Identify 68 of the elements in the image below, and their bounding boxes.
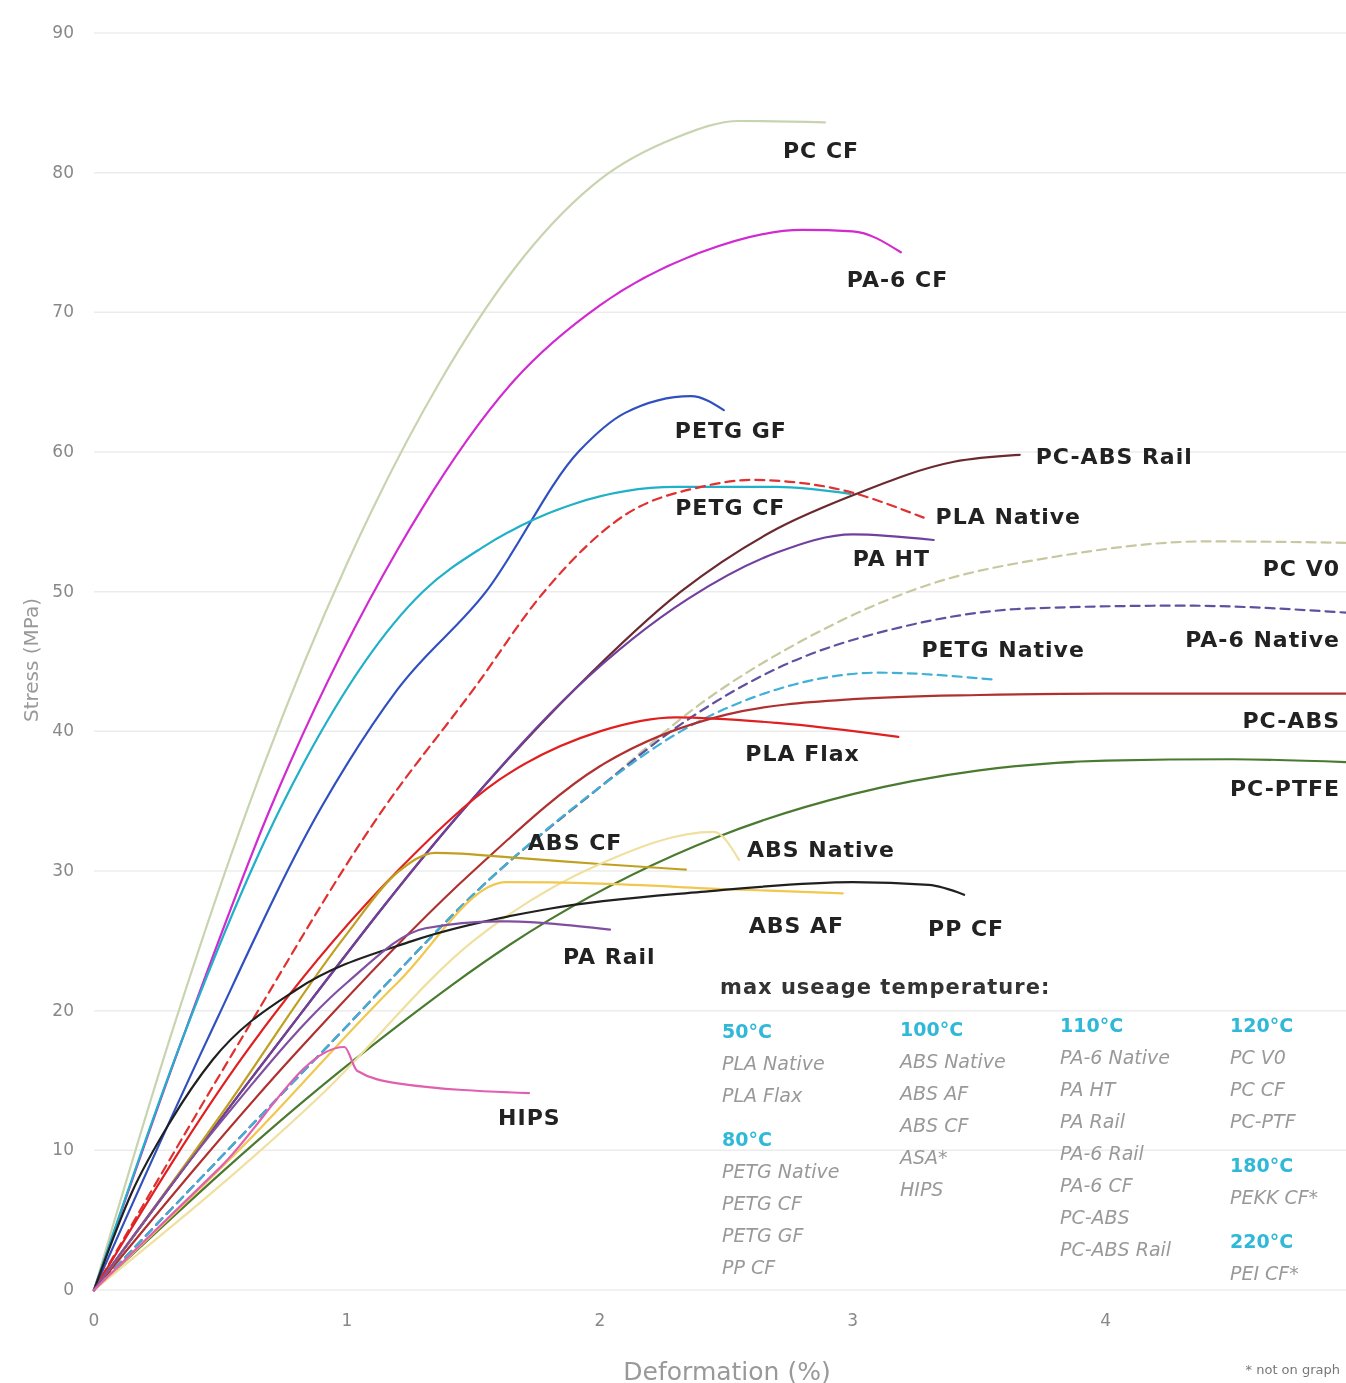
y-tick-label: 80: [52, 161, 74, 182]
annotation: PA-6 Native: [1060, 1045, 1171, 1068]
series-label: PC-PTFE: [1229, 776, 1340, 802]
annotation: PETG CF: [722, 1191, 804, 1214]
series-label: ABS CF: [527, 829, 623, 855]
y-tick-label: 60: [52, 441, 74, 461]
annotation: PC-PTF: [1230, 1109, 1297, 1132]
x-tick-label: 3: [847, 1310, 859, 1330]
series-label: PETG CF: [675, 494, 786, 520]
annotation: PLA Native: [722, 1051, 825, 1074]
series-label: PC V0: [1262, 555, 1340, 581]
x-axis-title: Deformation (%): [623, 1357, 831, 1383]
x-tick-label: 0: [88, 1310, 100, 1330]
x-tick-label: 1: [341, 1310, 353, 1330]
y-tick-label: 0: [63, 1279, 74, 1299]
annotation: HIPS: [900, 1177, 944, 1200]
annotation: ABS Native: [898, 1049, 1006, 1072]
series-label: ABS AF: [748, 913, 845, 939]
series-label: PA Rail: [562, 943, 656, 969]
series-label: PETG Native: [921, 636, 1085, 662]
annotation: PLA Flax: [722, 1083, 803, 1106]
series-label: PLA Flax: [745, 740, 860, 766]
series-label: PC-ABS Rail: [1035, 443, 1193, 469]
series-label: PA-6 CF: [846, 267, 949, 293]
annotation: 220°C: [1230, 1229, 1294, 1252]
annotation: 110°C: [1060, 1013, 1124, 1036]
text: * not on graph: [1245, 1361, 1340, 1377]
annotation: PETG GF: [722, 1223, 805, 1246]
series-label: PLA Native: [935, 503, 1082, 529]
annotation: PP CF: [722, 1255, 777, 1278]
annotation: PC-ABS: [1060, 1205, 1130, 1228]
series-label: ABS Native: [746, 836, 895, 862]
series-label: PA HT: [852, 545, 930, 571]
annotation: PETG Native: [722, 1159, 840, 1182]
y-tick-label: 70: [52, 301, 74, 322]
annotation: max useage temperature:: [720, 975, 1051, 999]
series-label: PP CF: [928, 915, 1005, 941]
y-tick-label: 50: [52, 580, 74, 601]
annotation: 100°C: [900, 1017, 964, 1040]
annotation: 120°C: [1230, 1013, 1294, 1036]
annotation: PC CF: [1230, 1077, 1287, 1100]
y-tick-label: 30: [52, 860, 74, 880]
series-label: PETG GF: [674, 418, 787, 444]
annotation: 180°C: [1230, 1153, 1294, 1176]
annotation: ABS AF: [898, 1081, 970, 1104]
series-label: PC-ABS: [1242, 707, 1340, 733]
annotation: PC V0: [1230, 1045, 1286, 1068]
y-axis-title: Stress (MPa): [19, 597, 43, 723]
series-label: PC CF: [782, 138, 860, 164]
annotation: PC-ABS Rail: [1060, 1237, 1172, 1260]
y-tick-label: 20: [52, 999, 74, 1020]
x-tick-label: 4: [1100, 1310, 1112, 1330]
series-label: PA-6 Native: [1185, 626, 1340, 652]
y-tick-label: 40: [52, 720, 74, 741]
y-tick-label: 90: [52, 22, 74, 42]
annotation: 50°C: [722, 1019, 772, 1042]
annotation: PA-6 CF: [1060, 1173, 1134, 1196]
annotation: PA-6 Rail: [1060, 1141, 1145, 1164]
series-label: HIPS: [498, 1105, 561, 1131]
annotation: PA HT: [1060, 1077, 1117, 1100]
annotation: ABS CF: [898, 1113, 970, 1136]
annotation: 80°C: [722, 1127, 772, 1150]
annotation: ASA*: [898, 1145, 948, 1168]
annotation: PEI CF*: [1230, 1261, 1299, 1284]
y-tick-label: 10: [52, 1139, 74, 1160]
annotation: PA Rail: [1060, 1109, 1126, 1132]
x-tick-label: 2: [594, 1310, 606, 1330]
annotation: PEKK CF*: [1230, 1185, 1319, 1208]
